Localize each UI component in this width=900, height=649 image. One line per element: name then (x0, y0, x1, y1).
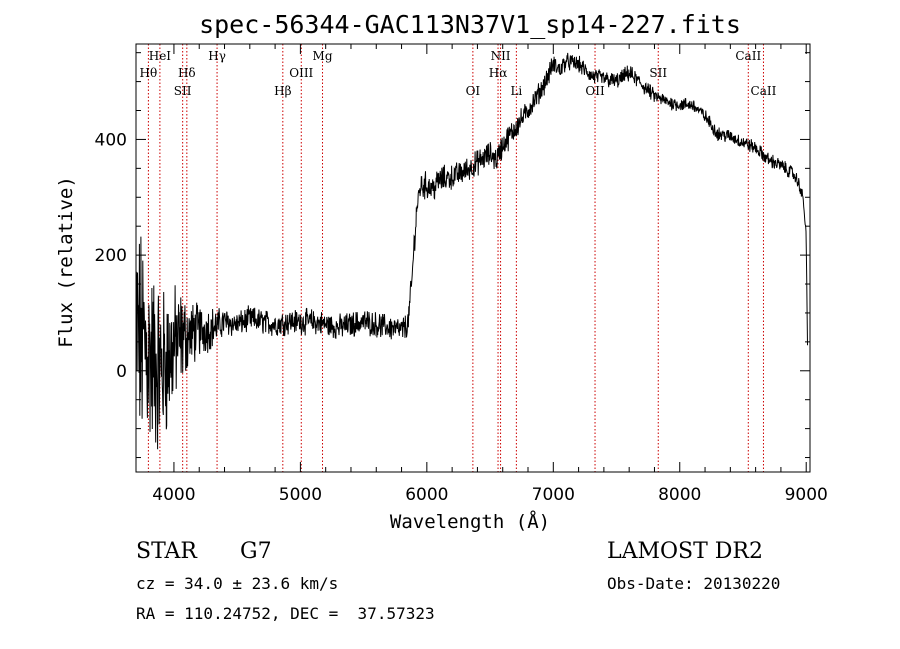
spectral-line-label: Hα (489, 66, 508, 80)
spectrum-line (136, 52, 808, 450)
spectral-line-label: CaII (751, 84, 777, 98)
spectral-line-label: Hβ (274, 84, 291, 98)
spectral-line-label: Hγ (208, 49, 226, 63)
axis-ticks: 4000 5000 6000 7000 8000 9000 0 200 400 (95, 44, 828, 505)
spectral-line-label: HeI (149, 49, 172, 63)
spectral-line-label: OII (585, 84, 605, 98)
y-tick-label: 400 (95, 130, 127, 150)
spectral-line-label: Li (510, 84, 522, 98)
spectral-line-label: Mg (313, 49, 333, 63)
plot-frame (135, 43, 811, 473)
spectral-line-label: Hδ (178, 66, 196, 80)
y-tick-label: 200 (95, 246, 127, 266)
spectral-line-label: CaII (735, 49, 761, 63)
object-type: STAR (136, 539, 197, 564)
survey-name: LAMOST DR2 (607, 539, 763, 564)
spectral-line-label: OIII (289, 66, 313, 80)
chart-title: spec-56344-GAC113N37V1_sp14-227.fits (199, 10, 741, 39)
x-axis-label: Wavelength (Å) (390, 510, 550, 533)
redshift-velocity: cz = 34.0 ± 23.6 km/s (136, 574, 339, 593)
coordinates: RA = 110.24752, DEC = 37.57323 (136, 604, 435, 623)
spectral-line-label: NII (491, 49, 511, 63)
x-tick-label: 5000 (279, 485, 322, 505)
x-tick-label: 9000 (785, 485, 828, 505)
y-tick-label: 0 (116, 362, 127, 382)
spectral-line-label: Hθ (140, 66, 158, 80)
y-axis-label: Flux (relative) (55, 176, 77, 348)
x-tick-label: 4000 (152, 485, 195, 505)
x-tick-label: 8000 (658, 485, 701, 505)
object-subclass: G7 (240, 539, 272, 564)
spectral-line-label: SII (174, 84, 192, 98)
spectral-line-label: SII (649, 66, 667, 80)
spectrum-series (136, 52, 808, 450)
x-tick-label: 6000 (405, 485, 448, 505)
spectral-line-label: OI (466, 84, 481, 98)
observation-date: Obs-Date: 20130220 (607, 574, 781, 593)
x-tick-label: 7000 (532, 485, 575, 505)
